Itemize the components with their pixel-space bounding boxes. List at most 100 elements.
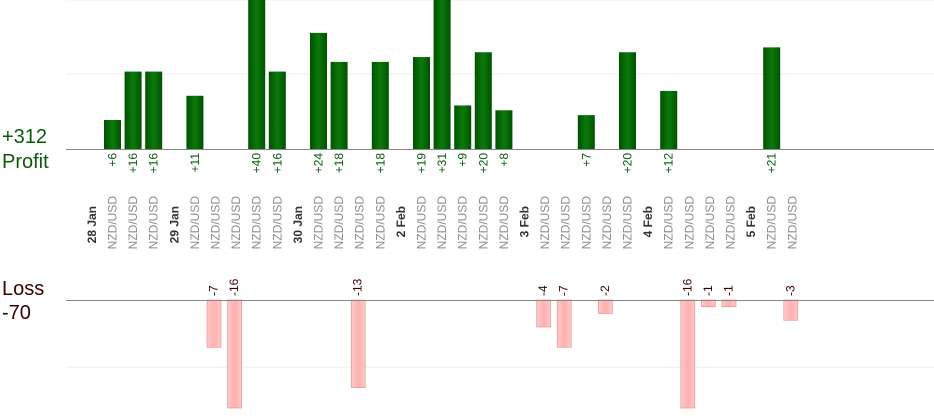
profit-value-label: +16: [126, 153, 140, 174]
pair-label: NZD/USD: [765, 196, 779, 250]
date-label: 3 Feb: [518, 206, 532, 237]
profit-value-label: +24: [312, 153, 326, 174]
loss-value-label: -3: [783, 285, 797, 296]
profit-bar: [433, 0, 451, 149]
pair-label: NZD/USD: [415, 196, 429, 250]
pair-label: NZD/USD: [353, 196, 367, 250]
pair-label: NZD/USD: [476, 196, 490, 250]
loss-value-label: -1: [701, 285, 715, 296]
profit-bar: [145, 71, 163, 149]
date-label: 2 Feb: [394, 206, 408, 237]
pair-label: NZD/USD: [229, 196, 243, 250]
profit-value-label: +21: [765, 153, 779, 174]
loss-label: Loss: [2, 278, 45, 300]
profit-value-label: +20: [621, 153, 635, 174]
profit-value-label: +19: [415, 153, 429, 174]
profit-bar: [413, 57, 430, 150]
pair-label: NZD/USD: [538, 196, 552, 250]
pair-label: NZD/USD: [785, 196, 799, 250]
loss-bar: [536, 299, 551, 328]
loss-value-label: -7: [207, 285, 221, 296]
pair-label: NZD/USD: [559, 196, 573, 250]
pair-label: NZD/USD: [106, 196, 120, 250]
loss-value-label: -4: [536, 285, 550, 296]
profit-value-label: +11: [188, 153, 202, 173]
loss-bar: [783, 299, 799, 321]
profit-bar: [619, 52, 636, 149]
pair-label: NZD/USD: [270, 196, 284, 250]
loss-bar: [227, 299, 242, 409]
profit-bars: [104, 0, 781, 150]
pair-label: NZD/USD: [188, 196, 202, 250]
profit-bar: [371, 61, 389, 149]
pair-label: NZD/USD: [724, 196, 738, 250]
pair-label: NZD/USD: [147, 196, 161, 250]
date-label: 30 Jan: [291, 206, 305, 243]
loss-bar: [701, 299, 716, 308]
profit-value-label: +7: [579, 153, 593, 167]
loss-bar: [556, 299, 572, 348]
profit-bar: [330, 61, 348, 149]
date-label: 29 Jan: [167, 206, 181, 243]
pair-label: NZD/USD: [250, 196, 264, 250]
loss-bar: [680, 299, 696, 409]
loss-bar: [350, 299, 366, 389]
profit-value-label: +40: [250, 153, 264, 174]
profit-value-label: +16: [270, 153, 284, 174]
pair-label: NZD/USD: [332, 196, 346, 250]
profit-bar: [495, 110, 513, 149]
profit-bar: [763, 47, 781, 149]
loss-value-label: -2: [598, 285, 612, 296]
loss-value-label: -16: [227, 278, 241, 296]
pair-label: NZD/USD: [621, 196, 635, 250]
profit-value-label: +20: [476, 153, 490, 174]
pair-label: NZD/USD: [209, 196, 223, 250]
profit-bar: [454, 105, 472, 149]
pair-label: NZD/USD: [662, 196, 676, 250]
bar-labels: +6 NZD/USD +16 NZD/USD +16 NZD/USD +11 NZD/USD -…: [85, 153, 799, 296]
profit-label: Profit: [2, 151, 49, 173]
profit-bar: [310, 32, 327, 149]
profit-bar: [124, 71, 142, 149]
pair-label: NZD/USD: [373, 196, 387, 250]
profit-bar: [577, 115, 595, 149]
pair-label: NZD/USD: [312, 196, 326, 250]
profit-value-label: +18: [332, 153, 346, 174]
pair-label: NZD/USD: [456, 196, 470, 250]
profit-value-label: +8: [497, 153, 511, 167]
profit-bar: [268, 71, 286, 149]
axis-lines: [66, 149, 934, 301]
profit-bar: [474, 52, 492, 149]
pair-label: NZD/USD: [497, 196, 511, 250]
pair-label: NZD/USD: [435, 196, 449, 250]
pair-label: NZD/USD: [579, 196, 593, 250]
pair-label: NZD/USD: [682, 196, 696, 250]
loss-value-label: -1: [722, 285, 736, 296]
profit-total: +312: [2, 126, 48, 148]
pair-label: NZD/USD: [600, 196, 614, 250]
profit-value-label: +9: [456, 153, 470, 167]
profit-value-label: +31: [435, 153, 449, 174]
loss-bar: [598, 299, 613, 314]
loss-bar: [721, 299, 737, 308]
grid-lines: [66, 0, 934, 368]
pair-label: NZD/USD: [126, 196, 140, 250]
profit-value-label: +16: [147, 153, 161, 174]
profit-value-label: +18: [373, 153, 387, 174]
loss-value-label: -7: [557, 285, 571, 296]
profit-value-label: +12: [662, 153, 676, 174]
date-label: 5 Feb: [744, 206, 758, 237]
loss-bar: [206, 299, 222, 348]
loss-total: -70: [2, 302, 31, 324]
loss-value-label: -13: [351, 278, 365, 296]
profit-bar: [660, 90, 678, 149]
profit-bar: [248, 0, 266, 149]
profit-bar: [186, 95, 204, 149]
loss-value-label: -16: [680, 278, 694, 296]
loss-bars: [206, 299, 799, 409]
profit-value-label: +6: [106, 153, 120, 167]
profit-bar: [104, 119, 121, 149]
date-label: 28 Jan: [85, 206, 99, 243]
pair-label: NZD/USD: [703, 196, 717, 250]
